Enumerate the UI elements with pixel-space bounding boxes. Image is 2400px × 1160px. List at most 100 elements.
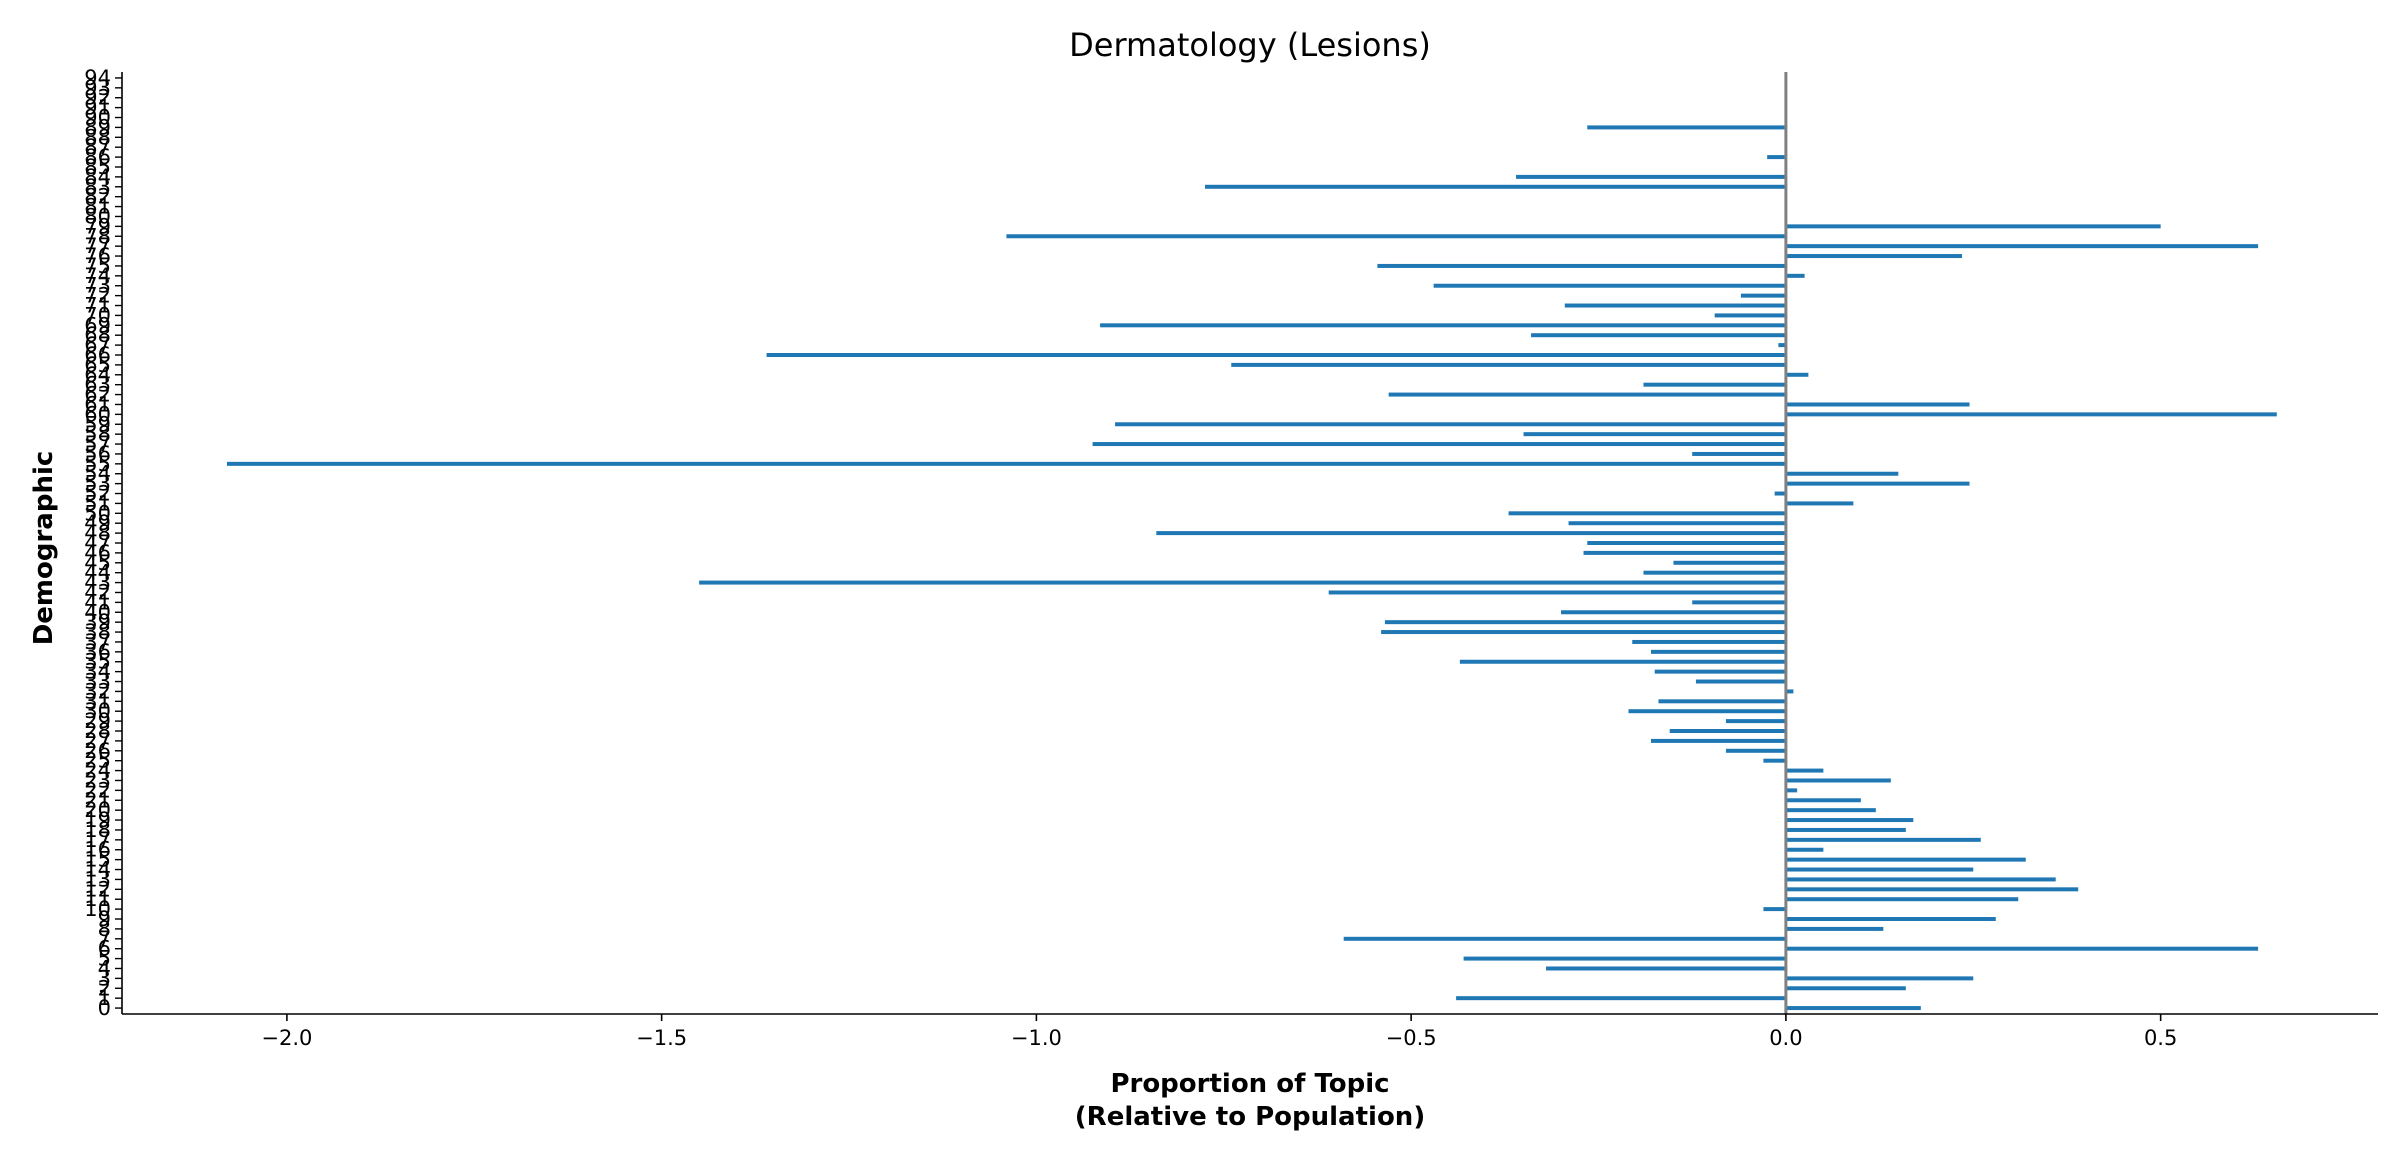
bar-66 bbox=[766, 352, 1786, 357]
y-tick-label: 36 bbox=[84, 640, 111, 664]
y-tick-label: 43 bbox=[84, 571, 111, 595]
y-tick-label: 46 bbox=[84, 541, 111, 565]
y-tick-label: 20 bbox=[84, 798, 111, 822]
bar-0 bbox=[1785, 1006, 1921, 1011]
bar-63 bbox=[1643, 382, 1786, 387]
y-tick-label: 94 bbox=[84, 66, 111, 90]
y-tick-label: 67 bbox=[84, 333, 111, 357]
bar-73 bbox=[1433, 283, 1786, 288]
y-tick-label: 74 bbox=[84, 264, 111, 288]
bar-44 bbox=[1643, 570, 1786, 575]
y-tick-label: 52 bbox=[84, 482, 111, 506]
y-tick-label: 62 bbox=[84, 383, 111, 407]
bar-78 bbox=[1006, 234, 1786, 239]
bar-64 bbox=[1785, 372, 1809, 377]
y-tick-label: 54 bbox=[84, 462, 111, 486]
y-tick-label: 24 bbox=[84, 759, 111, 783]
y-tick-label: 29 bbox=[84, 709, 111, 733]
bar-31 bbox=[1658, 699, 1786, 704]
y-tick-label: 78 bbox=[84, 224, 111, 248]
bar-38 bbox=[1381, 630, 1786, 635]
y-tick-label: 22 bbox=[84, 778, 111, 802]
y-tick-label: 0 bbox=[98, 996, 111, 1020]
bar-83 bbox=[1205, 184, 1786, 189]
x-tick-label: −2.0 bbox=[261, 1026, 312, 1050]
bar-72 bbox=[1740, 293, 1786, 298]
bar-60 bbox=[1785, 412, 2277, 417]
y-ticks-group: 0123456789101112131415161718192021222324… bbox=[84, 66, 122, 1020]
y-tick-label: 61 bbox=[84, 392, 111, 416]
bar-22 bbox=[1785, 788, 1798, 793]
y-axis-label: Demographic bbox=[29, 451, 59, 646]
y-tick-label: 48 bbox=[84, 521, 111, 545]
y-tick-label: 76 bbox=[84, 244, 111, 268]
bar-29 bbox=[1725, 719, 1786, 724]
y-tick-label: 56 bbox=[84, 442, 111, 466]
y-tick-label: 58 bbox=[84, 422, 111, 446]
bar-14 bbox=[1785, 867, 1974, 872]
y-tick-label: 93 bbox=[84, 76, 111, 100]
bar-1 bbox=[1456, 996, 1786, 1001]
y-tick-label: 27 bbox=[84, 729, 111, 753]
y-tick-label: 7 bbox=[98, 927, 111, 951]
bar-76 bbox=[1785, 254, 1963, 259]
bar-45 bbox=[1673, 560, 1786, 565]
bar-58 bbox=[1523, 432, 1786, 437]
y-tick-label: 55 bbox=[84, 452, 111, 476]
bar-59 bbox=[1115, 422, 1786, 427]
bar-41 bbox=[1692, 600, 1786, 605]
bar-35 bbox=[1459, 659, 1786, 664]
bar-79 bbox=[1785, 224, 2161, 229]
y-tick-label: 31 bbox=[84, 689, 111, 713]
bar-8 bbox=[1785, 926, 1884, 931]
x-tick-label: 0.0 bbox=[1769, 1026, 1802, 1050]
y-tick-label: 60 bbox=[84, 402, 111, 426]
y-tick-label: 57 bbox=[84, 432, 111, 456]
y-tick-label: 34 bbox=[84, 660, 111, 684]
bar-2 bbox=[1785, 986, 1906, 991]
bar-6 bbox=[1785, 946, 2259, 951]
y-tick-label: 18 bbox=[84, 818, 111, 842]
y-tick-label: 41 bbox=[84, 590, 111, 614]
chart-title: Dermatology (Lesions) bbox=[1069, 26, 1431, 64]
bar-65 bbox=[1231, 362, 1786, 367]
y-tick-label: 40 bbox=[84, 600, 111, 624]
y-tick-label: 81 bbox=[84, 195, 111, 219]
y-tick-label: 39 bbox=[84, 610, 111, 634]
y-tick-label: 87 bbox=[84, 135, 111, 159]
x-tick-label: −0.5 bbox=[1386, 1026, 1437, 1050]
y-tick-label: 86 bbox=[84, 145, 111, 169]
y-tick-label: 13 bbox=[84, 867, 111, 891]
y-tick-label: 84 bbox=[84, 165, 111, 189]
y-tick-label: 21 bbox=[84, 788, 111, 812]
y-tick-label: 59 bbox=[84, 412, 111, 436]
bar-40 bbox=[1561, 610, 1786, 615]
bar-50 bbox=[1508, 511, 1786, 516]
bar-4 bbox=[1546, 966, 1786, 971]
bar-23 bbox=[1785, 778, 1891, 783]
bar-42 bbox=[1328, 590, 1786, 595]
y-tick-label: 3 bbox=[98, 966, 111, 990]
y-tick-label: 50 bbox=[84, 501, 111, 525]
bar-34 bbox=[1654, 669, 1786, 674]
y-tick-label: 1 bbox=[98, 986, 111, 1010]
bar-46 bbox=[1583, 550, 1786, 555]
bar-89 bbox=[1587, 125, 1786, 130]
bar-54 bbox=[1785, 471, 1899, 476]
bar-49 bbox=[1568, 521, 1786, 526]
bar-53 bbox=[1785, 481, 1970, 486]
bar-62 bbox=[1388, 392, 1786, 397]
bar-71 bbox=[1564, 303, 1786, 308]
y-tick-label: 92 bbox=[84, 86, 111, 110]
y-tick-label: 10 bbox=[84, 897, 111, 921]
bar-39 bbox=[1384, 620, 1786, 625]
bar-19 bbox=[1785, 818, 1914, 823]
y-tick-label: 14 bbox=[84, 858, 111, 882]
x-axis-label-line-2: (Relative to Population) bbox=[1075, 1102, 1425, 1132]
y-tick-label: 77 bbox=[84, 234, 111, 258]
x-ticks-group: −2.0 −1.5 −1.0 −0.5 0.0 0.5 bbox=[261, 1014, 2177, 1050]
x-tick-label: 0.5 bbox=[2144, 1026, 2177, 1050]
bar-70 bbox=[1714, 313, 1786, 318]
bar-11 bbox=[1785, 897, 2019, 902]
